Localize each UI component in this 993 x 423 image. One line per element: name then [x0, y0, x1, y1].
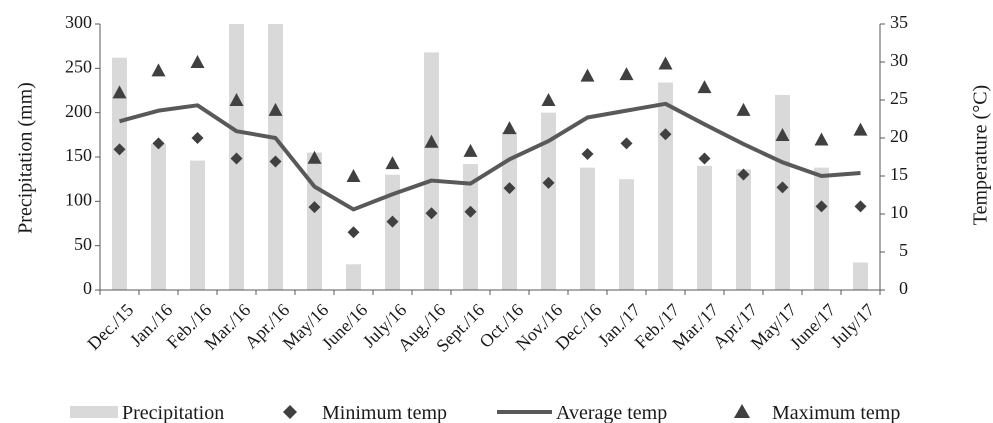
precipitation-bar: [619, 179, 634, 290]
minimum-temp-point: [308, 201, 321, 214]
maximum-temp-point: [190, 55, 205, 68]
maximum-temp-point: [385, 156, 400, 170]
maximum-temp-point: [307, 150, 322, 164]
legend-precipitation-label: Precipitation: [122, 402, 224, 423]
maximum-temp-point: [424, 134, 439, 148]
right-axis-title: Temperature (°C): [970, 85, 992, 225]
minimum-temp-point: [503, 182, 516, 195]
x-tick-label: Dec./15: [83, 300, 137, 354]
precipitation-bar: [112, 57, 127, 291]
maximum-temp-point: [268, 102, 283, 116]
right-tick-label: 0: [899, 278, 908, 298]
maximum-temp-points: [112, 55, 868, 182]
minimum-temp-point: [191, 132, 204, 144]
precipitation-bar: [190, 160, 205, 290]
precipitation-bar: [658, 82, 673, 291]
precipitation-bar: [541, 112, 556, 291]
legend: Precipitation Minimum temp Average temp …: [70, 402, 900, 423]
legend-minimum-temp-marker: [283, 405, 297, 419]
left-tick-label: 300: [65, 12, 92, 32]
minimum-temp-point: [113, 143, 126, 156]
minimum-temp-points: [113, 128, 867, 239]
right-axis-ticks: 0 5 10 15 20 25 30 35: [880, 12, 908, 298]
precipitation-bar: [346, 264, 361, 290]
minimum-temp-point: [386, 215, 399, 228]
maximum-temp-point: [151, 63, 166, 77]
precipitation-bar: [424, 52, 439, 290]
legend-maximum-temp-marker: [734, 404, 750, 418]
right-tick-label: 30: [890, 50, 908, 70]
maximum-temp-point: [346, 169, 361, 182]
maximum-temp-point: [112, 85, 127, 99]
maximum-temp-point: [580, 68, 595, 82]
legend-precipitation-swatch: [70, 406, 118, 418]
right-tick-label: 10: [890, 202, 908, 222]
legend-average-temp-label: Average temp: [556, 402, 667, 423]
maximum-temp-point: [814, 132, 829, 146]
precipitation-bar: [151, 143, 166, 290]
legend-minimum-temp-label: Minimum temp: [322, 402, 447, 423]
precipitation-bar: [502, 132, 517, 290]
minimum-temp-point: [815, 200, 828, 213]
right-tick-label: 20: [890, 126, 908, 146]
precipitation-bar: [853, 262, 868, 290]
minimum-temp-point: [581, 147, 594, 160]
left-tick-label: 50: [74, 234, 92, 254]
maximum-temp-point: [502, 121, 517, 135]
minimum-temp-point: [152, 137, 165, 150]
precipitation-bar: [307, 152, 322, 290]
axes: [99, 24, 881, 291]
right-tick-label: 35: [890, 12, 908, 32]
minimum-temp-point: [230, 152, 243, 165]
left-tick-label: 0: [83, 278, 92, 298]
right-tick-label: 5: [899, 240, 908, 260]
x-axis-ticks: Dec./15Jan./16Feb./16Mar./16Apr./16May/1…: [83, 290, 881, 356]
maximum-temp-point: [853, 122, 868, 136]
minimum-temp-point: [854, 200, 867, 213]
average-temp-line: [118, 101, 861, 212]
maximum-temp-point: [463, 143, 478, 157]
minimum-temp-point: [620, 137, 633, 150]
minimum-temp-point: [737, 168, 750, 181]
right-tick-label: 15: [890, 164, 908, 184]
legend-maximum-temp-label: Maximum temp: [772, 402, 900, 423]
left-tick-label: 100: [65, 189, 92, 209]
precipitation-bar: [580, 167, 595, 290]
minimum-temp-point: [464, 205, 477, 218]
minimum-temp-point: [776, 181, 789, 194]
minimum-temp-point: [347, 226, 360, 239]
left-axis-title: Precipitation (mm): [15, 82, 37, 234]
right-tick-label: 25: [890, 88, 908, 108]
minimum-temp-point: [698, 152, 711, 165]
precipitation-bar: [385, 174, 400, 290]
precipitation-bar: [697, 165, 712, 290]
precipitation-bar: [814, 167, 829, 290]
maximum-temp-point: [229, 93, 244, 106]
minimum-temp-point: [269, 155, 282, 168]
maximum-temp-point: [619, 67, 634, 81]
precipitation-bars: [112, 24, 868, 291]
x-tick-label: July/17: [827, 300, 879, 352]
average-temp-line-group: [118, 101, 861, 212]
minimum-temp-point: [659, 128, 672, 141]
maximum-temp-point: [541, 93, 556, 106]
minimum-temp-point: [542, 176, 555, 189]
left-tick-label: 200: [65, 101, 92, 121]
minimum-temp-point: [425, 207, 438, 220]
precipitation-bar: [463, 164, 478, 290]
precipitation-bar: [736, 169, 751, 290]
maximum-temp-point: [736, 102, 751, 116]
maximum-temp-point: [775, 127, 790, 141]
left-tick-label: 150: [65, 145, 92, 165]
left-axis-ticks: 0 50 100 150 200 250 300: [65, 12, 100, 298]
maximum-temp-point: [697, 80, 712, 94]
left-tick-label: 250: [65, 56, 92, 76]
maximum-temp-point: [658, 56, 673, 70]
